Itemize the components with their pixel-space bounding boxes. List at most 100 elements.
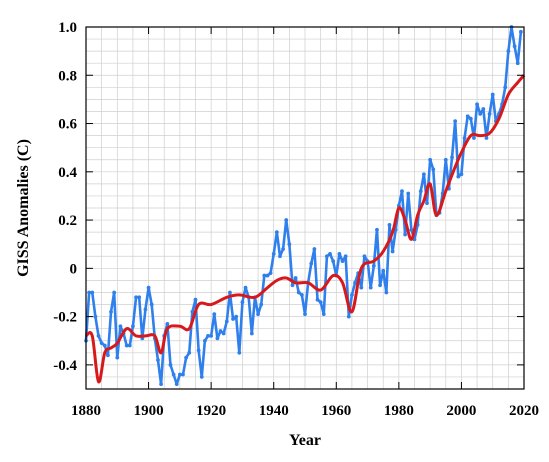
data-point bbox=[274, 230, 279, 235]
data-point bbox=[127, 343, 132, 348]
data-point bbox=[406, 191, 411, 196]
data-point bbox=[318, 300, 323, 305]
data-point bbox=[137, 295, 142, 300]
y-tick-label: 1.0 bbox=[58, 20, 77, 36]
data-point bbox=[412, 237, 417, 242]
data-point bbox=[512, 44, 517, 49]
data-point bbox=[331, 259, 336, 263]
data-point bbox=[181, 372, 185, 377]
y-axis-title: GISS Anomalies (C) bbox=[15, 139, 32, 277]
data-point bbox=[106, 353, 110, 358]
data-point bbox=[418, 189, 423, 194]
y-tick-labels: -0.4 -0.2 0 0.2 0.4 0.6 0.8 1.0 bbox=[53, 20, 77, 374]
x-tick-label: 2000 bbox=[446, 403, 476, 419]
data-point bbox=[478, 111, 483, 116]
data-point bbox=[309, 261, 314, 266]
data-point bbox=[221, 331, 226, 336]
data-point bbox=[187, 350, 192, 355]
plot-frame bbox=[85, 26, 525, 390]
data-point bbox=[287, 242, 292, 247]
data-point bbox=[475, 102, 479, 107]
data-point bbox=[403, 232, 408, 237]
y-tick-label: -0.2 bbox=[53, 310, 77, 326]
data-point bbox=[359, 285, 364, 290]
data-point bbox=[468, 116, 473, 121]
data-point bbox=[112, 290, 117, 295]
x-tick-label: 1940 bbox=[259, 403, 289, 419]
data-point bbox=[340, 259, 345, 263]
data-point bbox=[184, 355, 189, 360]
data-point bbox=[87, 290, 92, 295]
data-point bbox=[131, 324, 135, 329]
y-tick-label: 0 bbox=[70, 261, 78, 277]
data-point bbox=[259, 302, 264, 307]
data-point bbox=[299, 292, 304, 297]
data-point bbox=[481, 107, 486, 111]
y-tick-label: 0.6 bbox=[58, 117, 77, 133]
series-line bbox=[85, 74, 526, 384]
data-point bbox=[343, 254, 348, 259]
data-point bbox=[177, 372, 182, 377]
data-point bbox=[212, 312, 217, 317]
data-point bbox=[387, 222, 392, 227]
data-point bbox=[409, 227, 414, 232]
data-point bbox=[312, 247, 317, 251]
data-point bbox=[143, 307, 148, 312]
data-point bbox=[199, 375, 204, 379]
data-point bbox=[99, 341, 104, 346]
data-point bbox=[506, 49, 511, 54]
data-point bbox=[118, 324, 123, 329]
data-point bbox=[262, 273, 267, 278]
x-tick-label: 2020 bbox=[509, 403, 539, 419]
data-point bbox=[472, 136, 476, 140]
ticks bbox=[85, 26, 525, 389]
data-point bbox=[159, 382, 163, 387]
data-point bbox=[462, 136, 467, 140]
data-point bbox=[484, 136, 489, 140]
data-point bbox=[315, 297, 320, 302]
data-point bbox=[237, 350, 242, 355]
data-point bbox=[202, 338, 207, 343]
x-tick-labels: 1880 1900 1920 1940 1960 1980 2000 2020 bbox=[71, 403, 539, 419]
data-point bbox=[375, 227, 379, 232]
data-point bbox=[321, 312, 326, 317]
data-point bbox=[431, 167, 436, 172]
x-tick-label: 1920 bbox=[196, 403, 226, 419]
data-point bbox=[102, 343, 107, 348]
data-point bbox=[278, 254, 282, 259]
data-point bbox=[265, 273, 270, 278]
data-point bbox=[362, 254, 367, 259]
x-tick-label: 1960 bbox=[321, 403, 351, 419]
data-point bbox=[293, 276, 298, 280]
data-point bbox=[243, 285, 248, 290]
data-point bbox=[346, 314, 351, 319]
data-point bbox=[421, 172, 426, 177]
data-point bbox=[378, 283, 382, 288]
x-axis-title: Year bbox=[289, 432, 321, 449]
data-point bbox=[90, 290, 95, 295]
data-point bbox=[303, 312, 307, 317]
data-point bbox=[459, 172, 464, 177]
data-point bbox=[234, 314, 239, 319]
data-point bbox=[425, 201, 429, 206]
data-point bbox=[518, 29, 523, 34]
x-tick-label: 1880 bbox=[71, 403, 101, 419]
data-point bbox=[487, 111, 492, 116]
data-point bbox=[215, 336, 220, 341]
data-point bbox=[284, 218, 289, 222]
data-point bbox=[465, 114, 470, 119]
data-point bbox=[174, 382, 179, 387]
data-point bbox=[368, 285, 373, 290]
data-point bbox=[515, 61, 520, 66]
y-tick-label: 0.2 bbox=[58, 213, 77, 229]
data-point bbox=[384, 290, 389, 295]
data-point bbox=[115, 355, 120, 360]
data-point bbox=[381, 268, 386, 273]
data-point bbox=[156, 358, 160, 362]
data-point bbox=[490, 92, 495, 97]
data-point bbox=[190, 309, 195, 314]
data-point bbox=[371, 264, 376, 268]
data-point bbox=[134, 295, 138, 300]
y-tick-label: -0.4 bbox=[53, 358, 77, 374]
